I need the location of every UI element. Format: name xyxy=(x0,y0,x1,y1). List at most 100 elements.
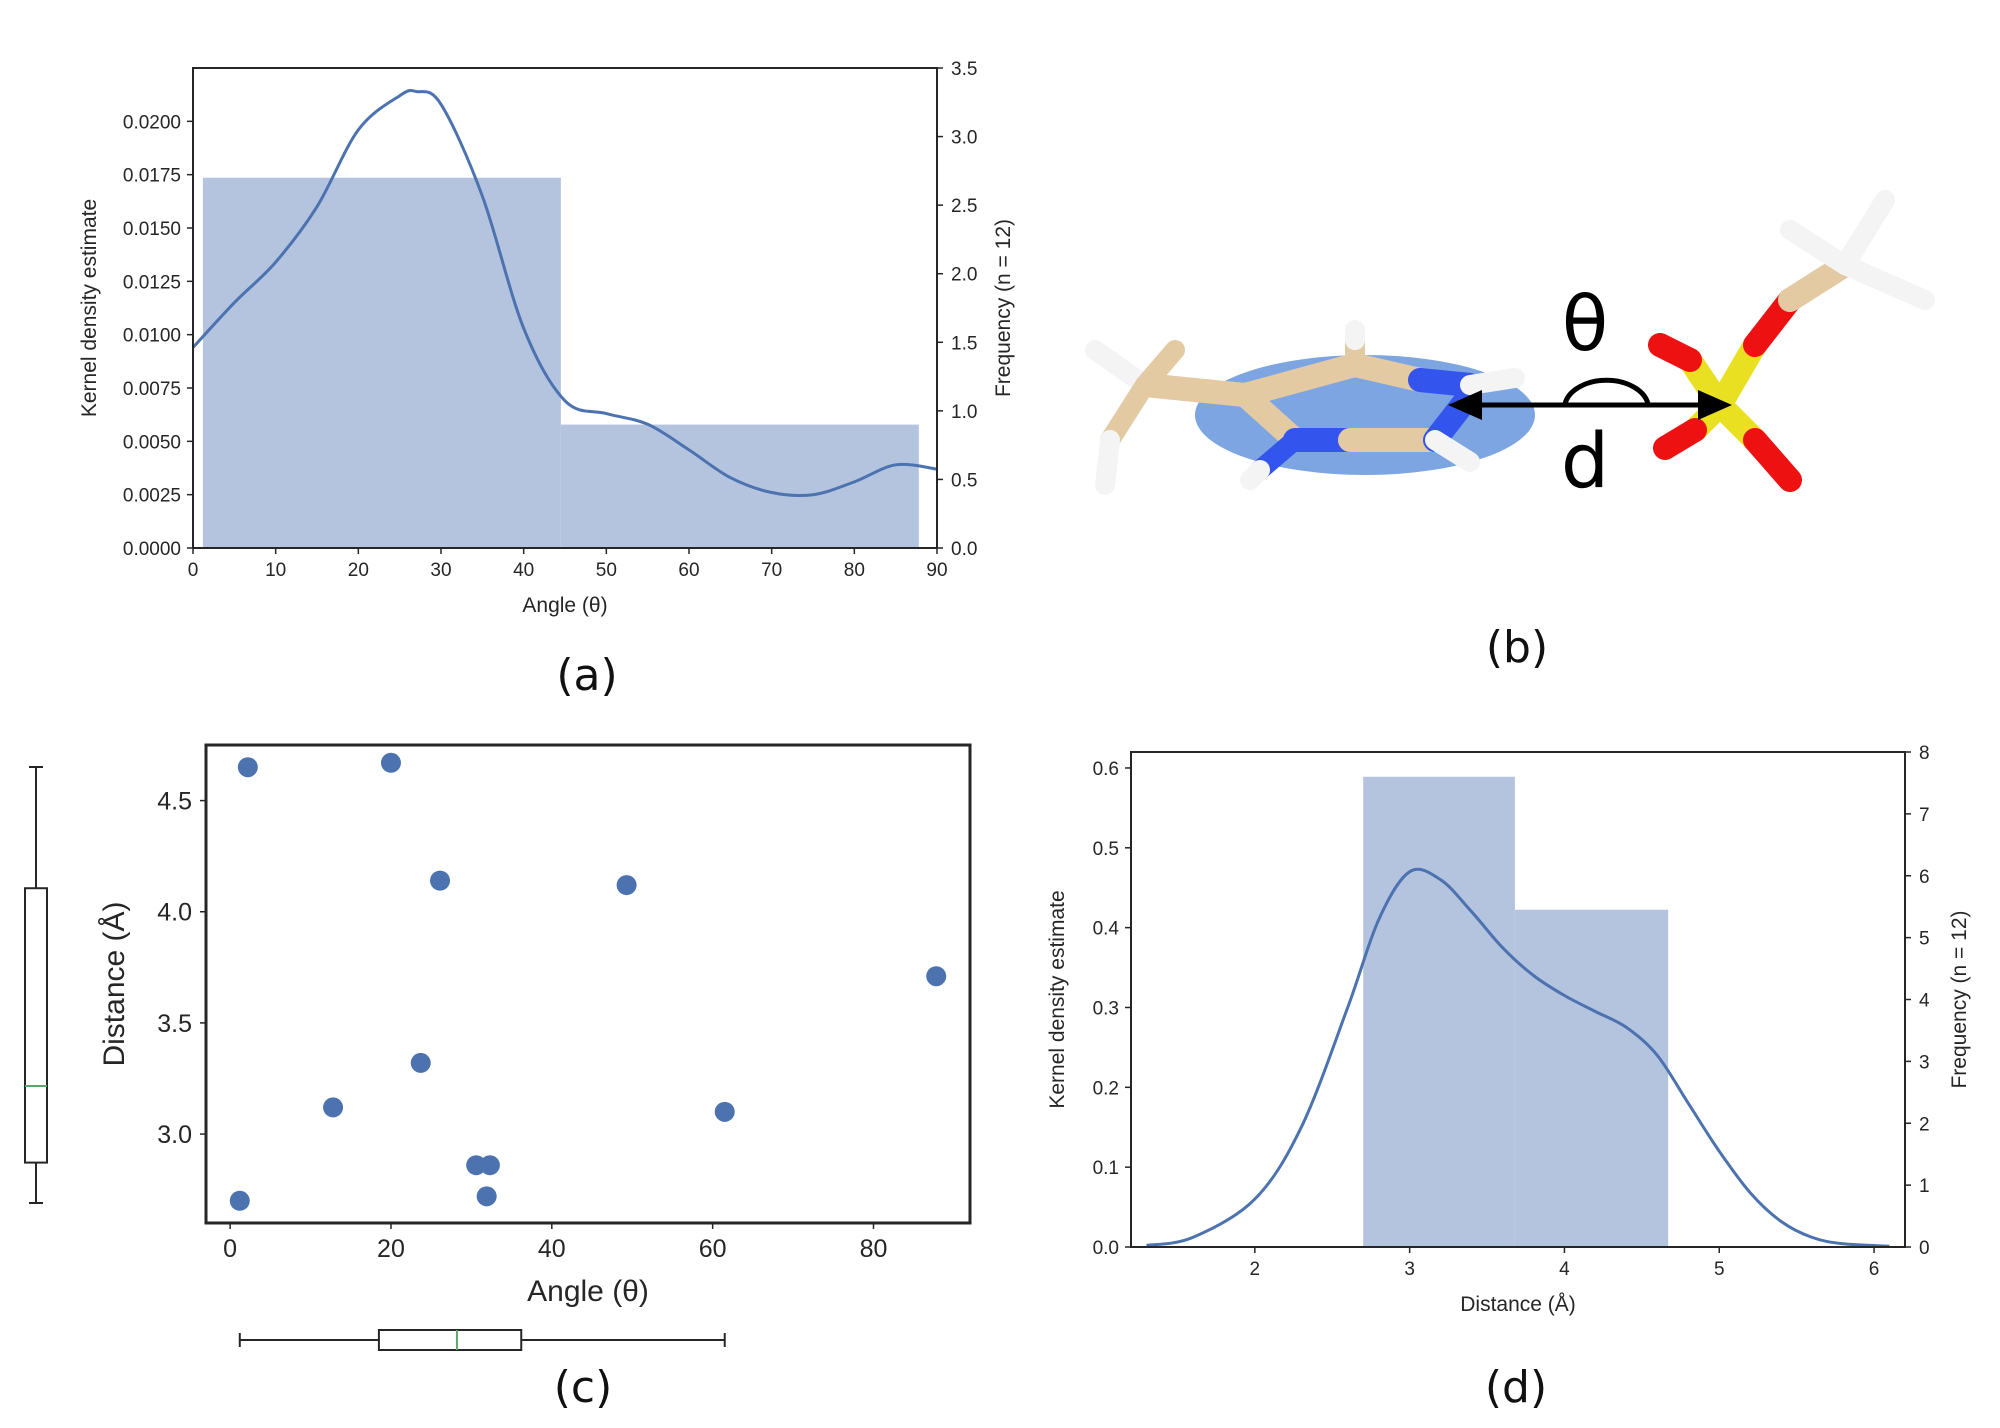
scatter-point xyxy=(714,1101,735,1122)
x-tick-label: 90 xyxy=(926,560,947,581)
y-tick-label: 0.0 xyxy=(1093,1238,1119,1259)
y-tick-label: 0.0100 xyxy=(123,326,181,347)
panel-label-a: (a) xyxy=(556,650,617,701)
y-tick-label: 3.5 xyxy=(157,1010,192,1038)
kde-curve xyxy=(1146,867,1890,1248)
y2-tick-label: 2 xyxy=(1919,1114,1930,1135)
y2-tick-label: 3.0 xyxy=(951,128,977,149)
methanesulfonate-bonds xyxy=(1648,190,1935,492)
x-tick-label: 40 xyxy=(513,560,534,581)
x-tick-label: 80 xyxy=(844,560,865,581)
y-tick-label: 4.0 xyxy=(157,899,192,927)
molecule-illustration: θ d xyxy=(1085,190,1935,505)
panel-label-d: (d) xyxy=(1485,1362,1547,1413)
scatter-point xyxy=(430,870,451,891)
scatter-point xyxy=(476,1186,497,1207)
y-tick-label: 0.4 xyxy=(1093,919,1120,940)
y2-tick-label: 1.5 xyxy=(951,333,977,354)
x-tick-label: 70 xyxy=(761,560,782,581)
plot-frame xyxy=(204,743,972,1225)
y-tick-label: 3.0 xyxy=(157,1121,192,1149)
y2-axis-label: Frequency (n = 12) xyxy=(1948,910,1971,1088)
y-tick-label: 0.0000 xyxy=(123,539,181,560)
distance-arrow-head-left xyxy=(1448,390,1482,420)
x-tick-label: 0 xyxy=(188,560,199,581)
y-axis-label: Kernel density estimate xyxy=(1046,890,1069,1108)
histogram-bar xyxy=(1363,776,1515,1247)
kde-histogram-distance: 2 3 4 5 6 0.0 0.1 0.2 0.3 0.4 0.5 0.6 0 1 2 3 4 5 6 7 8 Dista… xyxy=(1046,743,1971,1316)
boxplot-x-box xyxy=(377,1329,523,1351)
y2-tick-label: 1.0 xyxy=(951,402,977,423)
y2-tick-label: 7 xyxy=(1919,805,1930,826)
histogram-bar xyxy=(560,424,919,548)
y-axis-label: Kernel density estimate xyxy=(78,199,101,417)
scatter-point xyxy=(380,752,401,773)
angle-arc xyxy=(1562,377,1651,405)
y2-tick-label: 6 xyxy=(1919,867,1930,888)
x-tick-label: 60 xyxy=(699,1235,727,1263)
y2-tick-label: 0.5 xyxy=(951,470,977,491)
y2-tick-label: 5 xyxy=(1919,929,1930,950)
y2-tick-label: 4 xyxy=(1919,991,1930,1012)
y2-tick-label: 0.0 xyxy=(951,539,977,560)
x-tick-label: 2 xyxy=(1250,1259,1261,1280)
y-tick-label: 0.2 xyxy=(1093,1078,1119,1099)
x-tick-label: 0 xyxy=(223,1235,237,1263)
y-tick-label: 0.0175 xyxy=(123,166,181,187)
y-tick-label: 0.0200 xyxy=(123,112,181,133)
x-tick-label: 60 xyxy=(678,560,699,581)
x-tick-label: 50 xyxy=(596,560,617,581)
x-axis-label: Angle (θ) xyxy=(522,594,607,617)
scatter-point xyxy=(229,1190,250,1211)
y-tick-label: 0.3 xyxy=(1093,998,1119,1019)
y-tick-label: 0.5 xyxy=(1093,839,1119,860)
scatter-point xyxy=(323,1097,344,1118)
kde-histogram-angle: 0 10 20 30 40 50 60 70 80 90 0.0000 0.0025 0.0050 0.0… xyxy=(78,59,1015,617)
scatter-point xyxy=(410,1052,431,1073)
y-tick-label: 0.0150 xyxy=(123,219,181,240)
x-tick-label: 6 xyxy=(1869,1259,1880,1280)
histogram-bar xyxy=(202,177,561,548)
y2-tick-label: 2.5 xyxy=(951,196,977,217)
panel-label-c: (c) xyxy=(554,1362,613,1413)
x-tick-label: 80 xyxy=(860,1235,888,1263)
distance-symbol: d xyxy=(1561,416,1609,505)
y2-tick-label: 1 xyxy=(1919,1176,1930,1197)
x-axis-label: Distance (Å) xyxy=(1460,1293,1576,1316)
panel-label-b: (b) xyxy=(1486,622,1548,673)
scatter-point xyxy=(926,966,947,987)
y2-tick-label: 3.5 xyxy=(951,59,977,80)
y2-tick-label: 2.0 xyxy=(951,265,977,286)
y2-tick-label: 8 xyxy=(1919,743,1930,764)
y-tick-label: 0.0075 xyxy=(123,379,181,400)
y-tick-label: 0.1 xyxy=(1093,1158,1119,1179)
x-tick-label: 40 xyxy=(538,1235,566,1263)
y-tick-label: 0.6 xyxy=(1093,759,1119,780)
plot-frame xyxy=(192,67,938,549)
y-axis-label: Distance (Å) xyxy=(98,901,131,1066)
x-tick-label: 5 xyxy=(1714,1259,1725,1280)
scatter-point xyxy=(616,875,637,896)
scatter-point xyxy=(466,1155,487,1176)
x-tick-label: 20 xyxy=(348,560,369,581)
histogram-bar xyxy=(1514,909,1669,1247)
x-tick-label: 20 xyxy=(377,1235,405,1263)
y2-tick-label: 0 xyxy=(1919,1238,1930,1259)
x-tick-label: 3 xyxy=(1404,1259,1415,1280)
distance-arrow-head-right xyxy=(1698,390,1732,420)
x-tick-label: 30 xyxy=(430,560,451,581)
y2-tick-label: 3 xyxy=(1919,1052,1930,1073)
y-tick-label: 0.0125 xyxy=(123,272,181,293)
angle-symbol: θ xyxy=(1562,279,1609,368)
kde-curve xyxy=(191,88,938,498)
y2-axis-label: Frequency (n = 12) xyxy=(992,219,1015,397)
x-tick-label: 10 xyxy=(265,560,286,581)
y-tick-label: 0.0050 xyxy=(123,432,181,453)
scatter-point xyxy=(237,757,258,778)
x-tick-label: 4 xyxy=(1559,1259,1570,1280)
scatter-angle-distance: 0 20 40 60 80 3.0 3.5 4.0 4.5 Angle (θ) Distance (… xyxy=(24,743,972,1351)
y-tick-label: 0.0025 xyxy=(123,486,181,507)
x-axis-label: Angle (θ) xyxy=(527,1275,649,1308)
y-tick-label: 4.5 xyxy=(157,788,192,816)
scatter-point xyxy=(479,1155,500,1176)
